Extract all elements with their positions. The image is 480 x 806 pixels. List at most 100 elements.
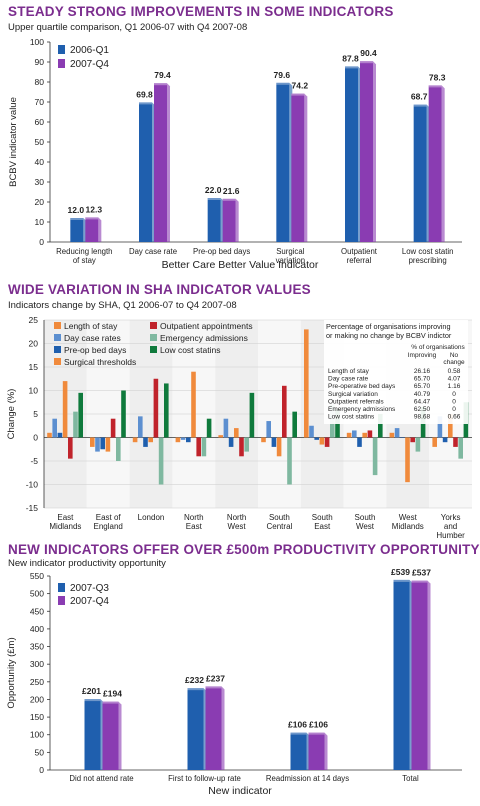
chart2-inset-col-header: Improving [408,352,437,359]
chart1-data-label: 90.4 [360,48,377,58]
chart3-bar-did-not-attend-rate-2007-q3 [84,699,104,770]
chart2-y-tick-label: 10 [29,386,39,396]
chart3-y-tick-label: 350 [30,642,44,652]
chart1-y-axis-label: BCBV indicator value [8,97,19,187]
chart1-bar-day-case-rate-2007-q4-shine [154,83,167,86]
chart2-inset-row-label: Length of stay [328,368,370,375]
chart2-inset-no-change: 0 [452,406,456,413]
chart1-bar-reducing-length-of-stay-2006-q1-shine [70,218,84,220]
chart3-x-tick-label: Total [402,774,419,783]
chart2-inset-no-change: 0 [452,398,456,405]
chart2-x-tick-label: West [228,522,247,531]
chart2-bar-london-surgical-thresholds [148,437,153,443]
chart2-inset-improving: 40.79 [414,391,431,398]
chart2-bar-south-east-length-of-stay [304,329,309,438]
chart2-x-tick-label: Humber [436,531,465,540]
chart2-bar-north-east-length-of-stay [175,437,181,443]
chart1-x-tick-label: Reducing length [56,247,112,256]
chart1-x-tick-label: Day case rate [129,247,177,256]
chart2-bar-north-west-day-case-rates [223,418,229,438]
chart3-bar-total-2007-q4 [411,580,431,770]
chart2-inset-no-change: 0.58 [448,368,461,375]
chart1-y-tick-label: 80 [35,77,45,87]
chart2-legend-swatch [150,346,157,353]
chart2-bar-east-midlands-surgical-thresholds [62,381,68,438]
chart2-bar-east-midlands-day-case-rates [52,418,57,438]
chart1-bar-pre-op-bed-days-2006-q1-face [207,198,221,242]
chart2-bar-south-east-surgical-thresholds [319,437,325,445]
chart1-bar-surgical-variation-2006-q1-shine [276,82,290,85]
chart2-bar-east-midlands-outpatient-appointments [68,437,73,459]
chart2-bar-east-of-england-pre-op-bed-days [100,437,105,450]
chart3-y-tick-label: 400 [30,624,44,634]
chart1-y-tick-label: 60 [35,117,45,127]
chart2-bar-london-length-of-stay [132,437,138,443]
chart3-bar-readmission-at-14-days-2007-q3-shine [290,732,307,735]
chart2-x-tick-label: East [57,513,74,522]
chart1-bar-day-case-rate-2007-q4-face [154,83,167,242]
chart1-data-label: 12.3 [86,204,103,214]
chart2-x-tick-label: London [138,513,165,522]
chart1-data-label: 74.2 [292,81,309,91]
chart2-bar-south-west-emergency-admissions [372,437,378,476]
chart3-x-tick-label: Readmission at 14 days [266,774,349,783]
chart1-y-tick-label: 20 [35,197,45,207]
chart2-legend-swatch [150,322,157,329]
chart1-bar-outpatient-referral-2007-q4-side [373,61,376,243]
chart3-bar-total-2007-q3-shine [393,579,410,582]
chart2-bar-london-day-case-rates [138,416,143,438]
chart3-bar-first-to-follow-up-rate-2007-q4-side [221,686,225,770]
chart3-legend-swatch [58,596,65,605]
chart2-inset-row-label: Low cost statins [328,414,375,421]
chart1-bar-outpatient-referral-2006-q1-shine [345,66,358,69]
chart1-bar-pre-op-bed-days-2007-q4-shine [222,198,236,201]
chart1-bar-outpatient-referral-2006-q1 [345,66,361,243]
chart1-bar-surgical-variation-2006-q1-face [276,82,290,242]
chart3-svg: 0 50 100 150 200 250 300 350 400 450 500 550 Opportu… [6,568,462,797]
chart1-x-tick-label: Low cost statin [402,247,454,256]
chart1-subtitle: Upper quartile comparison, Q1 2006-07 wi… [8,22,248,33]
chart1-x-tick-label: Pre-op bed days [193,247,250,256]
chart3-data-label: £194 [103,689,122,699]
chart2-bar-east-of-england-outpatient-appointments [110,418,116,438]
chart1-bar-day-case-rate-2006-q1-face [139,102,152,243]
chart2-inset-row-label: Emergency admissions [328,406,396,413]
chart3-legend-label: 2007-Q3 [70,583,109,594]
chart3-bar-first-to-follow-up-rate-2007-q3-face [187,688,204,770]
chart2-y-tick-label: 25 [29,315,39,325]
chart3-bar-total-2007-q4-side [427,580,431,770]
chart2-legend-swatch [54,358,61,365]
chart3-bar-total-2007-q3 [393,579,413,770]
chart2-bar-south-east-pre-op-bed-days [314,437,319,440]
chart1-y-tick-label: 30 [35,177,45,187]
chart1-y-tick-label: 90 [35,57,45,67]
chart2-x-tick-label: West [356,522,375,531]
chart1-x-tick-label: prescribing [409,256,447,265]
chart3-y-tick-label: 50 [35,747,45,757]
chart2-bar-west-midlands-pre-op-bed-days [400,437,405,438]
chart3-y-tick-label: 300 [30,659,44,669]
chart3-legend-label: 2007-Q4 [70,596,109,607]
chart3-bar-readmission-at-14-days-2007-q4 [308,732,328,770]
chart2-y-axis-label: Change (%) [6,389,17,440]
chart2-legend-label: Day case rates [64,333,121,343]
chart3-bar-total-2007-q4-shine [411,580,428,583]
chart1-data-label: 78.3 [429,72,446,82]
chart2-legend-label: Low cost statins [160,345,220,355]
chart2-inset-no-change: 0 [452,391,456,398]
chart2-bar-east-midlands-length-of-stay [47,432,52,438]
chart2-inset-improving: 62.50 [414,406,431,413]
chart1-legend-label: 2006-Q1 [70,45,109,56]
chart1-data-label: 69.8 [136,89,153,99]
chart1-bar-pre-op-bed-days-2006-q1 [207,198,224,242]
chart2-bar-north-east-pre-op-bed-days [186,437,191,443]
chart1-bar-day-case-rate-2007-q4 [154,83,170,242]
chart2-bar-south-central-pre-op-bed-days [271,437,277,447]
chart2-inset-improving: 65.70 [414,383,431,390]
chart2-y-tick-label: -15 [26,503,39,513]
chart1-y-tick-label: 40 [35,157,45,167]
chart2-bar-north-west-low-cost-statins [249,392,255,438]
chart1-x-axis-label: Better Care Better Value Indicator [162,259,319,270]
chart1-data-label: 79.6 [274,70,291,80]
chart2-bar-south-central-length-of-stay [261,437,266,443]
